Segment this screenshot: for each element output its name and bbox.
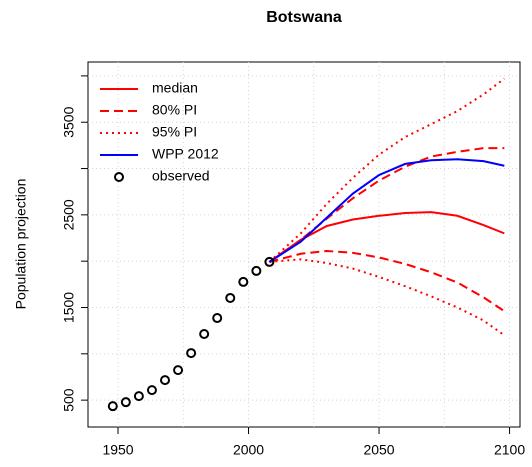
line	[268, 158, 505, 263]
observed-point	[173, 365, 184, 376]
y-axis-label: Population projection	[13, 179, 29, 310]
observed-point	[264, 256, 275, 267]
plot-frame	[87, 61, 521, 428]
legend-label: 95% PI	[152, 124, 197, 140]
y-tick-label: 2500	[61, 199, 77, 230]
observed-point	[133, 391, 144, 402]
y-tick-label: 3500	[61, 106, 77, 137]
interval-lower	[269, 258, 505, 337]
observed-point	[238, 276, 249, 287]
y-tick-label: 500	[61, 388, 77, 412]
x-tick-label: 1950	[102, 442, 133, 458]
observed-point	[186, 348, 197, 359]
x-tick-label: 2050	[363, 442, 394, 458]
observed-point	[160, 375, 171, 386]
chart-title: Botswana	[266, 9, 342, 26]
interval-lower	[269, 249, 505, 313]
legend-label: median	[152, 80, 198, 96]
interval-upper	[268, 77, 505, 263]
observed-point	[120, 397, 131, 408]
observed-point	[212, 313, 223, 324]
legend-symbol	[114, 172, 124, 182]
interval-upper	[268, 147, 505, 263]
observed-point	[107, 401, 118, 412]
observed-point	[146, 385, 157, 396]
legend-label: 80% PI	[152, 102, 197, 118]
y-tick-label: 1500	[61, 292, 77, 323]
x-tick-label: 2100	[494, 442, 525, 458]
legend-label: WPP 2012	[152, 146, 219, 162]
observed-point	[251, 265, 262, 276]
line	[268, 211, 505, 263]
observed-point	[199, 328, 210, 339]
observed-point	[225, 292, 236, 303]
x-tick-label: 2000	[233, 442, 264, 458]
legend-label: observed	[152, 168, 210, 184]
